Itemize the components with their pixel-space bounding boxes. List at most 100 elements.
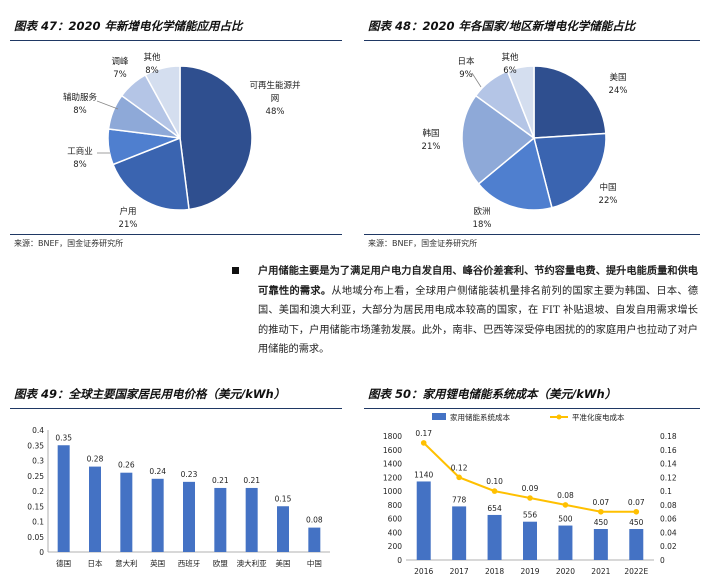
fig49-bar-5 bbox=[214, 487, 227, 552]
fig50-xtick-5: 2021 bbox=[591, 567, 610, 576]
fig49-ytick-6: 0.3 bbox=[32, 457, 44, 466]
fig50-bar-2 bbox=[487, 514, 502, 560]
fig50-line-value-label-3: 0.09 bbox=[522, 484, 539, 493]
fig48-title: 图表 48：2020 年各国家/地区新增电化学储能占比 bbox=[368, 19, 636, 33]
fig47-label-pct-2: 8% bbox=[73, 160, 87, 170]
fig47-label-name-3: 辅助服务 bbox=[63, 92, 98, 103]
fig49-value-label-6: 0.21 bbox=[243, 476, 260, 485]
paragraph-text: 从地域分布上看，全球用户侧储能装机量排名前列的国家主要为韩国、日本、德国、美国和… bbox=[258, 285, 699, 356]
fig47-label-pct-5: 8% bbox=[145, 66, 159, 76]
fig49-ytick-7: 0.35 bbox=[27, 441, 44, 450]
fig48-label-name-3: 韩国 bbox=[422, 128, 439, 139]
fig50-bar-value-label-0: 1140 bbox=[414, 470, 433, 479]
fig50-ytick-right-3: 0.06 bbox=[660, 515, 677, 524]
fig48-slice-1 bbox=[533, 132, 607, 209]
fig49-xtick-5: 欧盟 bbox=[213, 558, 228, 568]
fig50-line-point-4 bbox=[562, 502, 569, 508]
paragraph-bold-lead: 户用储能主要是为了满足用户电力自发自用、峰谷价差套利、节约容量电费、提升电能质量… bbox=[258, 265, 698, 297]
fig47-label-pct-3: 8% bbox=[73, 106, 87, 116]
fig49-bar-6 bbox=[245, 487, 258, 552]
fig47-source: 来源：BNEF，国金证券研究所 bbox=[14, 239, 124, 248]
fig50-ytick-right-4: 0.08 bbox=[660, 501, 677, 510]
fig50-bar-6 bbox=[629, 529, 644, 560]
fig48-label-name-4: 日本 bbox=[457, 56, 475, 67]
fig47-label-name-1: 户用 bbox=[119, 206, 136, 217]
fig50-ytick-left-1: 200 bbox=[388, 542, 403, 551]
fig50-legend-line-label: 平准化度电成本 bbox=[572, 412, 625, 422]
fig50-ytick-left-6: 1200 bbox=[383, 473, 402, 482]
fig50-legend-bar-label: 家用储能系统成本 bbox=[450, 412, 510, 422]
fig50-line-point-2 bbox=[491, 488, 498, 494]
fig50-line-value-label-6: 0.07 bbox=[628, 498, 645, 507]
fig50-ytick-left-2: 400 bbox=[388, 528, 403, 537]
fig50-ytick-right-7: 0.14 bbox=[660, 460, 677, 469]
fig50-ytick-right-2: 0.04 bbox=[660, 528, 677, 537]
fig49-value-label-0: 0.35 bbox=[55, 433, 72, 442]
fig49-value-label-7: 0.15 bbox=[275, 494, 292, 503]
fig49-ytick-8: 0.4 bbox=[32, 426, 44, 435]
fig49-bar-7 bbox=[277, 506, 289, 552]
fig48-slice-3 bbox=[461, 94, 536, 185]
fig49-bar-1 bbox=[89, 466, 101, 552]
fig50-line-value-label-1: 0.12 bbox=[451, 463, 468, 472]
fig50-line-value-label-2: 0.10 bbox=[486, 477, 503, 486]
fig48-pie-chart: 美国 24% 中国 22% 欧洲 18% 韩国 21% 日本 9% 其他 6% bbox=[422, 52, 628, 230]
fig50-ytick-left-0: 0 bbox=[397, 556, 402, 565]
fig49-value-label-2: 0.26 bbox=[118, 461, 135, 470]
bullet-marker bbox=[232, 267, 239, 274]
fig50-ytick-right-0: 0 bbox=[660, 556, 665, 565]
fig50-combo-chart: 家用储能系统成本 平准化度电成本 0 200 400 600 800 1000 1200 1400… bbox=[383, 412, 677, 576]
fig49-value-label-8: 0.08 bbox=[306, 516, 323, 525]
fig50-bar-value-label-4: 500 bbox=[558, 515, 573, 524]
fig49-value-label-1: 0.28 bbox=[87, 455, 104, 464]
fig50-bar-value-label-2: 654 bbox=[487, 504, 502, 513]
fig48-label-name-2: 欧洲 bbox=[473, 206, 490, 217]
fig48-bottom-rule bbox=[364, 234, 700, 235]
fig49-bar-2 bbox=[120, 472, 133, 552]
fig50-bar-value-label-5: 450 bbox=[594, 518, 609, 527]
fig48-slice-5 bbox=[506, 65, 535, 139]
fig50-line-value-label-0: 0.17 bbox=[415, 429, 432, 438]
fig50-bar-value-label-6: 450 bbox=[629, 518, 644, 527]
fig47-label-name-0: 网 bbox=[271, 94, 280, 104]
fig50-xtick-6: 2022E bbox=[624, 567, 648, 576]
fig50-ytick-left-8: 1600 bbox=[383, 446, 402, 455]
fig48-label-pct-3: 21% bbox=[422, 142, 441, 152]
fig49-xtick-0: 德国 bbox=[56, 558, 71, 568]
fig47-slice-0 bbox=[179, 65, 253, 211]
fig50-bar-0 bbox=[416, 481, 431, 560]
fig50-xtick-0: 2016 bbox=[414, 567, 433, 576]
fig48-slice-2 bbox=[477, 136, 553, 211]
fig50-top-rule bbox=[364, 408, 700, 409]
fig49-ytick-2: 0.1 bbox=[32, 518, 44, 527]
fig50-bar-1 bbox=[452, 506, 467, 560]
fig50-xtick-3: 2019 bbox=[520, 567, 539, 576]
fig49-xtick-2: 意大利 bbox=[115, 558, 138, 568]
fig50-ytick-left-5: 1000 bbox=[383, 487, 402, 496]
fig50-legend-line-marker bbox=[556, 414, 562, 420]
fig50-bar-value-label-1: 778 bbox=[452, 495, 467, 504]
fig48-label-pct-1: 22% bbox=[599, 196, 618, 206]
fig50-line-point-0 bbox=[420, 440, 427, 446]
fig50-ytick-right-5: 0.1 bbox=[660, 487, 672, 496]
fig50-ytick-right-6: 0.12 bbox=[660, 473, 677, 482]
fig48-top-rule bbox=[364, 40, 700, 41]
fig49-top-rule bbox=[10, 408, 342, 409]
fig49-value-label-5: 0.21 bbox=[212, 476, 229, 485]
fig50-legend-bar-swatch bbox=[432, 413, 446, 420]
fig49-title: 图表 49：全球主要国家居民用电价格（美元/kWh） bbox=[14, 387, 286, 401]
fig47-title: 图表 47：2020 年新增电化学储能应用占比 bbox=[14, 19, 243, 33]
fig50-ytick-left-9: 1800 bbox=[383, 432, 402, 441]
fig47-bottom-rule bbox=[10, 234, 342, 235]
fig50-line-value-label-4: 0.08 bbox=[557, 491, 574, 500]
fig47-label-pct-1: 21% bbox=[119, 220, 138, 230]
fig49-xtick-8: 中国 bbox=[307, 558, 322, 568]
body-paragraph: 户用储能主要是为了满足用户电力自发自用、峰谷价差套利、节约容量电费、提升电能质量… bbox=[258, 262, 698, 360]
fig50-line-point-3 bbox=[527, 495, 533, 501]
fig49-bar-8 bbox=[308, 527, 321, 552]
fig49-ytick-3: 0.15 bbox=[27, 502, 44, 511]
fig50-ytick-right-1: 0.02 bbox=[660, 542, 677, 551]
fig47-label-pct-0: 48% bbox=[266, 107, 285, 117]
fig49-xtick-1: 日本 bbox=[88, 558, 103, 568]
fig47-top-rule bbox=[10, 40, 342, 41]
